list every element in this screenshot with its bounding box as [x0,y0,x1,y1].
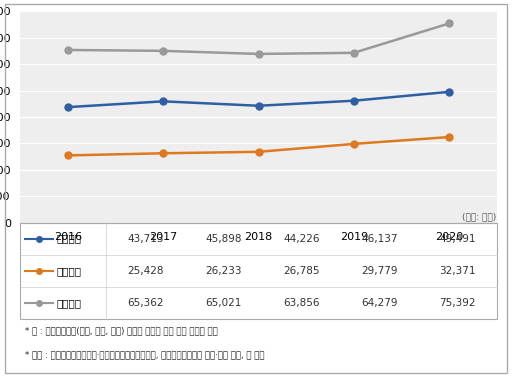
Text: 32,371: 32,371 [439,266,476,276]
Text: 65,021: 65,021 [205,298,242,308]
Text: * 주 : 연구개발단계(기초, 응용, 개발) 분류에 속하지 않는 기타 연구는 제외: * 주 : 연구개발단계(기초, 응용, 개발) 분류에 속하지 않는 기타 연… [25,326,218,336]
Text: 43,713: 43,713 [127,234,163,244]
Text: 63,856: 63,856 [283,298,319,308]
Point [22,300,28,305]
Text: 49,491: 49,491 [439,234,476,244]
Text: (단위: 억원): (단위: 억원) [462,213,497,222]
Text: 29,779: 29,779 [361,266,398,276]
Point [22,236,28,241]
Text: 75,392: 75,392 [439,298,476,308]
Point [50,300,56,305]
Text: 25,428: 25,428 [127,266,163,276]
Point [22,268,28,273]
Text: 26,785: 26,785 [283,266,319,276]
Point [50,236,56,241]
Point [50,268,56,273]
Text: 26,233: 26,233 [205,266,242,276]
Text: * 출처 : 과학기술정보통신부·한국과학기술기획평가원, 국가연구개발사업 조사·분석 통계, 각 년도: * 출처 : 과학기술정보통신부·한국과학기술기획평가원, 국가연구개발사업 조… [25,350,265,359]
Text: 45,898: 45,898 [205,234,242,244]
Text: 개발연구: 개발연구 [56,298,81,308]
Text: 기초연구: 기초연구 [56,234,81,244]
Text: 64,279: 64,279 [361,298,398,308]
Text: 44,226: 44,226 [283,234,319,244]
Text: 65,362: 65,362 [127,298,163,308]
Text: 46,137: 46,137 [361,234,398,244]
Text: 응용연구: 응용연구 [56,266,81,276]
